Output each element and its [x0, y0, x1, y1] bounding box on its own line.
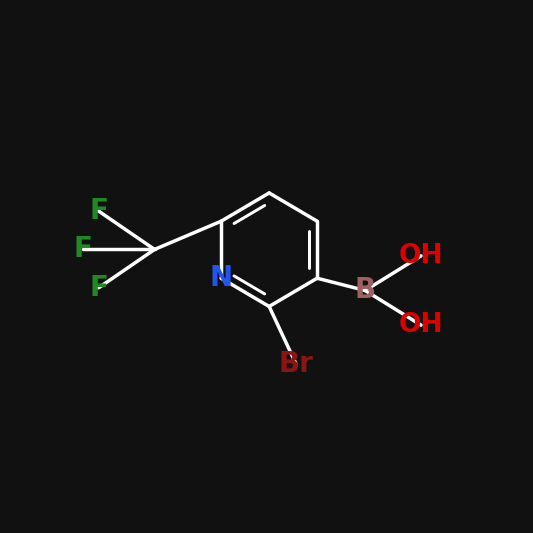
Text: F: F — [89, 197, 108, 225]
Text: Br: Br — [278, 350, 313, 377]
Text: OH: OH — [399, 312, 443, 338]
Text: B: B — [354, 277, 376, 304]
Text: OH: OH — [399, 243, 443, 269]
Text: F: F — [89, 274, 108, 302]
Text: N: N — [209, 264, 233, 292]
Text: F: F — [73, 236, 92, 263]
